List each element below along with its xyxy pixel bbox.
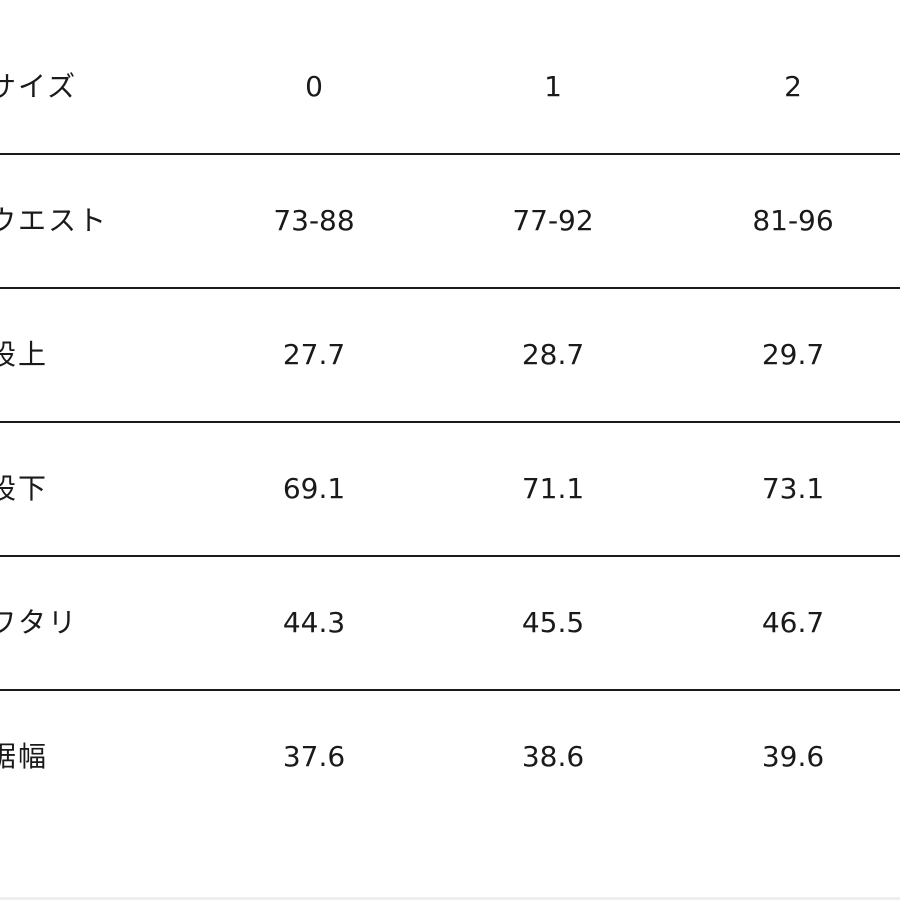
row-label: 股上: [0, 338, 49, 371]
cell: 46.7: [761, 606, 825, 639]
row-label: ワタリ: [0, 606, 79, 639]
row-label: ウエスト: [0, 204, 109, 237]
row-label: 股下: [0, 472, 49, 505]
cell: 27.7: [282, 338, 346, 371]
table-header-row: サイズ 0 1 2: [0, 20, 900, 154]
divider: [0, 689, 900, 691]
header-size-0: 0: [305, 70, 323, 103]
header-label: サイズ: [0, 70, 78, 103]
cell: 73.1: [761, 472, 825, 505]
divider: [0, 555, 900, 557]
cell: 45.5: [521, 606, 585, 639]
table-row: 股上 27.7 28.7 29.7: [0, 288, 900, 422]
cell: 81-96: [752, 204, 834, 237]
header-size-2: 2: [784, 70, 802, 103]
cell: 39.6: [761, 740, 825, 773]
row-label: 裾幅: [0, 740, 49, 773]
bottom-edge: [0, 897, 900, 900]
cell: 29.7: [761, 338, 825, 371]
cell: 71.1: [521, 472, 585, 505]
divider: [0, 287, 900, 289]
table-row: ウエスト 73-88 77-92 81-96: [0, 154, 900, 288]
divider: [0, 153, 900, 155]
cell: 69.1: [282, 472, 346, 505]
cell: 77-92: [512, 204, 594, 237]
divider: [0, 421, 900, 423]
table-row: ワタリ 44.3 45.5 46.7: [0, 556, 900, 690]
cell: 28.7: [521, 338, 585, 371]
table-row: 股下 69.1 71.1 73.1: [0, 422, 900, 556]
cell: 73-88: [273, 204, 355, 237]
header-size-1: 1: [544, 70, 562, 103]
table-row: 裾幅 37.6 38.6 39.6: [0, 690, 900, 824]
cell: 37.6: [282, 740, 346, 773]
cell: 38.6: [521, 740, 585, 773]
cell: 44.3: [282, 606, 346, 639]
